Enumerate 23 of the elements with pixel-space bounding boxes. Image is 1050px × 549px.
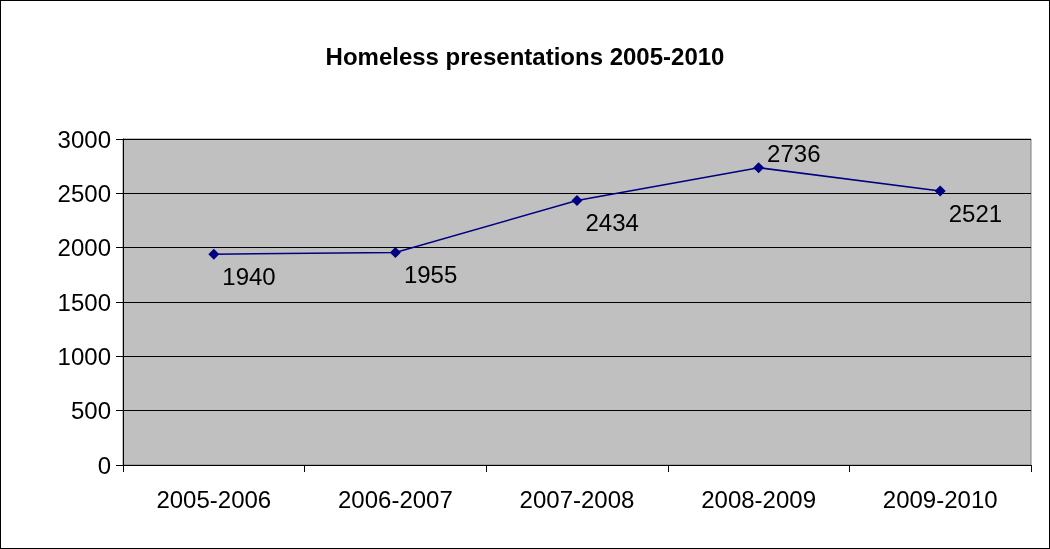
x-tick-label: 2008-2009 bbox=[701, 485, 816, 513]
y-tick-label: 500 bbox=[70, 397, 111, 425]
point bbox=[753, 162, 765, 174]
x-tick-label: 2009-2010 bbox=[882, 485, 998, 513]
data-label: 2521 bbox=[948, 199, 1003, 227]
x-tick-label: 2007-2008 bbox=[519, 485, 635, 513]
y-tick-label: 0 bbox=[97, 451, 111, 479]
point bbox=[389, 247, 401, 259]
x-tick-label: 2005-2006 bbox=[156, 485, 272, 513]
x-tick-label: 2006-2007 bbox=[338, 485, 453, 513]
point bbox=[208, 248, 220, 260]
y-tick-label: 2500 bbox=[57, 179, 111, 207]
y-tick-label: 2000 bbox=[57, 234, 111, 262]
y-tick-label: 1000 bbox=[57, 342, 111, 370]
point bbox=[571, 195, 583, 207]
y-tick-label: 1500 bbox=[57, 288, 111, 316]
data-label: 1955 bbox=[403, 261, 458, 289]
data-label: 1940 bbox=[222, 262, 276, 290]
data-label: 2736 bbox=[767, 140, 821, 168]
chart-title: Homeless presentations 2005-2010 bbox=[325, 42, 725, 70]
point bbox=[934, 185, 946, 197]
data-label: 2434 bbox=[585, 209, 639, 237]
y-tick-label: 3000 bbox=[57, 125, 111, 153]
